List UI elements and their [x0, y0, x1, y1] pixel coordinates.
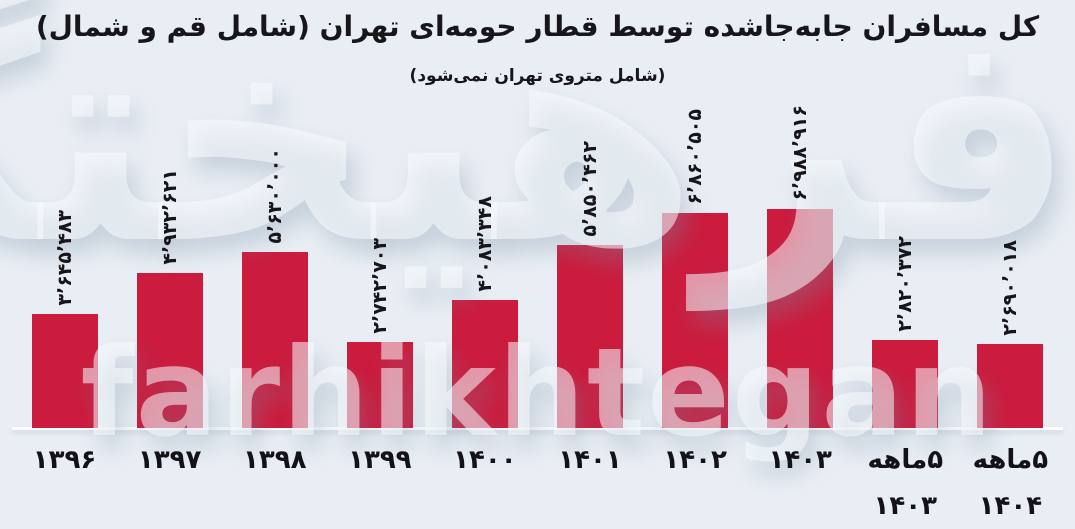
bar-value-label: ۶٬۹۸۸٬۹۱۶: [789, 105, 812, 201]
bar-column: ۴٬۰۸۳٬۳۴۸ ۱۴۰۰: [432, 100, 537, 475]
bar-value-label: ۲٬۷۴۲٬۷۰۳: [368, 238, 391, 334]
bar-column: ۳٬۶۴۵٬۴۸۳ ۱۳۹۶: [12, 100, 117, 475]
bar: [451, 300, 518, 428]
bar-column: ۶٬۸۶۰٬۵۰۵ ۱۴۰۲: [643, 100, 748, 475]
x-axis-label: ۱۳۹۶: [32, 445, 97, 475]
bar-value-label: ۴٬۹۳۲٬۶۲۱: [158, 169, 181, 265]
bar: [136, 273, 203, 428]
bar-value-label: ۲٬۸۲۰٬۳۷۲: [894, 236, 917, 332]
bar: [346, 342, 413, 428]
bar: [31, 314, 98, 428]
bar: [977, 344, 1044, 428]
x-axis-label: ۱۴۰۰: [453, 445, 517, 475]
chart-subtitle: (شامل متروی تهران نمی‌شود): [409, 66, 666, 86]
chart-title: کل مسافران جابه‌جاشده توسط قطار حومه‌ای …: [35, 10, 1040, 43]
bar-value-label: ۳٬۶۴۵٬۴۸۳: [53, 210, 76, 306]
x-axis-line: [12, 427, 1063, 430]
x-axis-label: ۵ماهه ۱۴۰۳: [867, 445, 944, 521]
bar: [557, 245, 624, 428]
x-axis-label: ۱۳۹۸: [242, 445, 307, 475]
bar: [662, 213, 729, 428]
bar-chart: ۳٬۶۴۵٬۴۸۳ ۱۳۹۶ ۴٬۹۳۲٬۶۲۱ ۱۳۹۷ ۵٬۶۳۰٬۰۰۰ ۱۳۹۸ ۲…: [12, 100, 1063, 521]
bar: [872, 340, 939, 428]
bar-value-label: ۵٬۸۵۰٬۴۶۲: [579, 141, 602, 237]
bar-column: ۲٬۸۲۰٬۳۷۲ ۵ماهه ۱۴۰۳: [853, 100, 958, 520]
bar-column: ۴٬۹۳۲٬۶۲۱ ۱۳۹۷: [117, 100, 222, 475]
bar-column: ۶٬۹۸۸٬۹۱۶ ۱۴۰۳: [748, 100, 853, 475]
x-axis-label: ۱۳۹۹: [348, 445, 412, 475]
x-axis-label: ۱۳۹۷: [137, 445, 202, 475]
bar: [767, 209, 834, 428]
x-axis-label: ۱۴۰۱: [558, 445, 622, 475]
bar-column: ۲٬۶۹۰٬۰۱۸ ۵ماهه ۱۴۰۴: [958, 100, 1063, 520]
bar-column: ۵٬۶۳۰٬۰۰۰ ۱۳۹۸: [222, 100, 327, 475]
bar-value-label: ۶٬۸۶۰٬۵۰۵: [684, 109, 707, 205]
x-axis-label: ۱۴۰۳: [768, 445, 832, 475]
bar-value-label: ۲٬۶۹۰٬۰۱۸: [999, 240, 1022, 336]
bar-column: ۵٬۸۵۰٬۴۶۲ ۱۴۰۱: [537, 100, 642, 475]
bar-value-label: ۵٬۶۳۰٬۰۰۰: [263, 148, 286, 244]
bar-value-label: ۴٬۰۸۳٬۳۴۸: [473, 196, 496, 292]
x-axis-label: ۵ماهه ۱۴۰۴: [972, 445, 1049, 521]
bar: [241, 252, 308, 428]
bar-column: ۲٬۷۴۲٬۷۰۳ ۱۳۹۹: [327, 100, 432, 475]
x-axis-label: ۱۴۰۲: [663, 445, 727, 475]
